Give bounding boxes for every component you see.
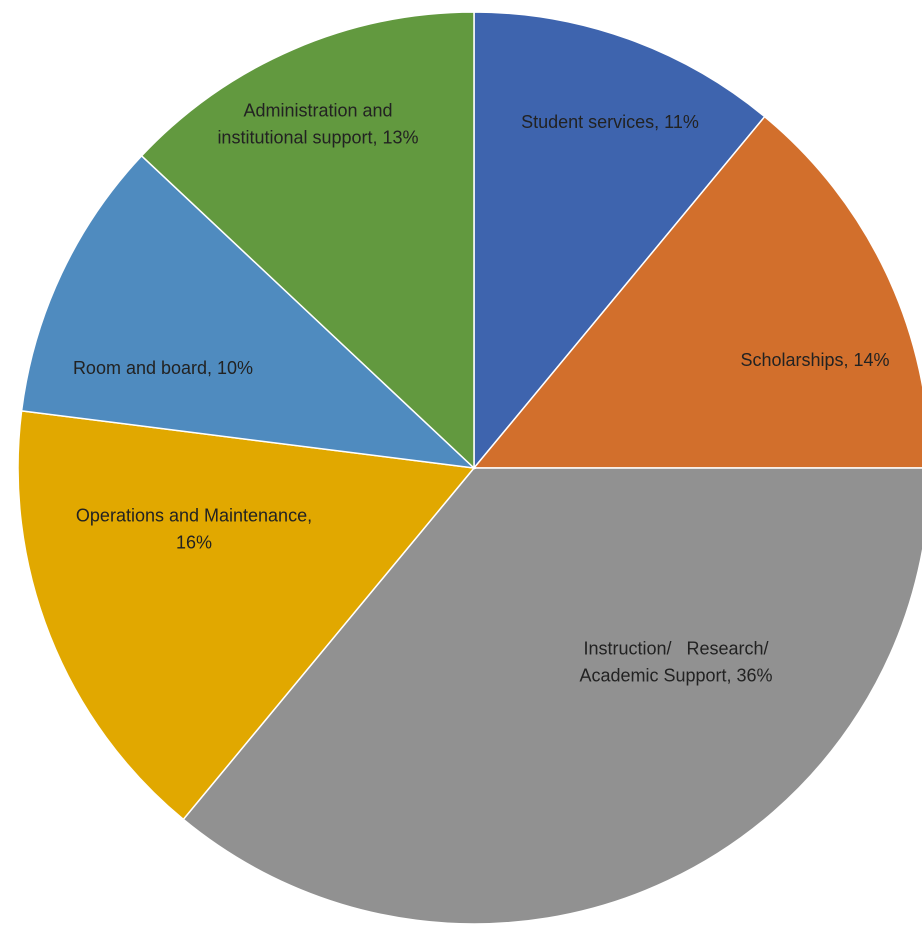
slice-label-line: Academic Support, 36% — [579, 666, 772, 686]
slice-label-0: Student services, 11% — [521, 112, 699, 132]
slice-label-1: Scholarships, 14% — [740, 350, 889, 370]
pie-slice-1 — [472, 115, 922, 469]
slice-label-2: Instruction/ Research/Academic Support, … — [579, 639, 772, 686]
pie-slice-2 — [182, 467, 922, 925]
pie-slice-3 — [17, 410, 476, 821]
slice-label-line: Room and board, 10% — [73, 358, 253, 378]
slice-label-line: 16% — [176, 533, 212, 553]
slice-label-line: Administration and — [243, 101, 392, 121]
pie-slice-0 — [473, 11, 766, 471]
slice-label-line: institutional support, 13% — [217, 128, 418, 148]
slice-label-5: Administration and institutional support,… — [217, 101, 418, 148]
slice-label-line: Instruction/ Research/ — [583, 639, 768, 659]
slice-label-3: Operations and Maintenance, 16% — [76, 506, 312, 553]
pie-slice-5 — [140, 11, 475, 470]
pie-slice-4 — [20, 154, 477, 470]
slice-label-line: Student services, 11% — [521, 112, 699, 132]
slice-label-4: Room and board, 10% — [73, 358, 253, 378]
slice-label-line: Operations and Maintenance, — [76, 506, 312, 526]
slice-label-line: Scholarships, 14% — [740, 350, 889, 370]
